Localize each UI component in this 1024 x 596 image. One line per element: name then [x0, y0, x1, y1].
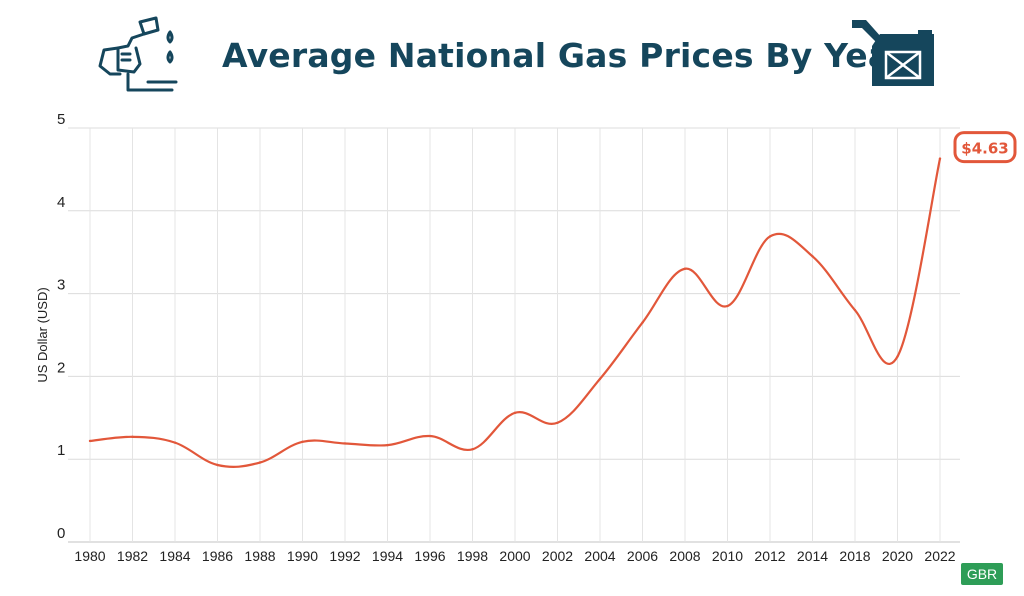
data-point [88, 439, 92, 443]
series-line [89, 158, 942, 468]
data-point [173, 441, 177, 444]
data-point [513, 411, 517, 415]
data-point [258, 461, 262, 464]
data-point [938, 157, 942, 160]
grid [68, 127, 960, 543]
data-point [556, 421, 559, 424]
x-tick-label: 2006 [627, 548, 658, 564]
x-tick-label: 2004 [584, 548, 615, 564]
gbr-badge: GBR [961, 563, 1003, 585]
x-tick-label: 1996 [414, 548, 445, 564]
x-tick-label: 1986 [202, 548, 233, 564]
data-point [386, 443, 389, 447]
data-point [811, 255, 814, 258]
data-point [471, 448, 474, 451]
data-point [428, 434, 432, 438]
series-layer [88, 157, 942, 468]
x-tick-label: 1990 [287, 548, 318, 564]
y-tick-label: 0 [57, 525, 65, 542]
x-tick-label: 2020 [882, 548, 913, 564]
jerry-can-icon [852, 20, 934, 86]
x-axis: 1980 1982 1984 1986 1988 1990 1992 1994 1996 1998… [74, 548, 955, 564]
data-point [768, 235, 772, 238]
y-axis: 0 1 2 3 4 5 [57, 111, 65, 542]
y-tick-label: 4 [57, 194, 65, 211]
data-point [853, 308, 857, 312]
data-point [301, 440, 304, 444]
x-tick-label: 2022 [924, 548, 955, 564]
y-tick-label: 3 [57, 277, 65, 294]
x-tick-label: 2000 [499, 548, 530, 564]
annotation-box [953, 131, 1017, 164]
x-tick-label: 1994 [372, 548, 403, 564]
data-point [598, 377, 602, 381]
data-point [726, 304, 729, 308]
page-title: Average National Gas Prices By Year [222, 36, 907, 75]
x-tick-label: 2012 [754, 548, 785, 564]
x-tick-label: 2008 [669, 548, 700, 564]
annotation-layer: $4.63 [953, 131, 1017, 164]
x-tick-label: 2018 [839, 548, 870, 564]
data-point [216, 463, 219, 467]
x-tick-label: 1984 [159, 548, 190, 564]
x-tick-label: 1998 [457, 548, 488, 564]
data-point [343, 442, 347, 445]
y-axis-label: US Dollar (USD) [35, 287, 50, 382]
y-tick-label: 1 [57, 442, 65, 459]
data-point [683, 267, 687, 270]
x-tick-label: 1992 [329, 548, 360, 564]
data-point [896, 355, 899, 358]
x-tick-label: 2014 [797, 548, 828, 564]
x-tick-label: 1988 [244, 548, 275, 564]
annotation-label: $4.63 [961, 140, 1008, 158]
x-tick-label: 1980 [74, 548, 105, 564]
x-tick-label: 1982 [117, 548, 148, 564]
y-tick-label: 5 [57, 111, 65, 128]
data-point [641, 321, 644, 324]
data-point [131, 435, 134, 439]
y-tick-label: 2 [57, 359, 65, 376]
x-tick-label: 2010 [712, 548, 743, 564]
x-tick-label: 2002 [542, 548, 573, 564]
fuel-nozzle-icon [98, 16, 178, 92]
